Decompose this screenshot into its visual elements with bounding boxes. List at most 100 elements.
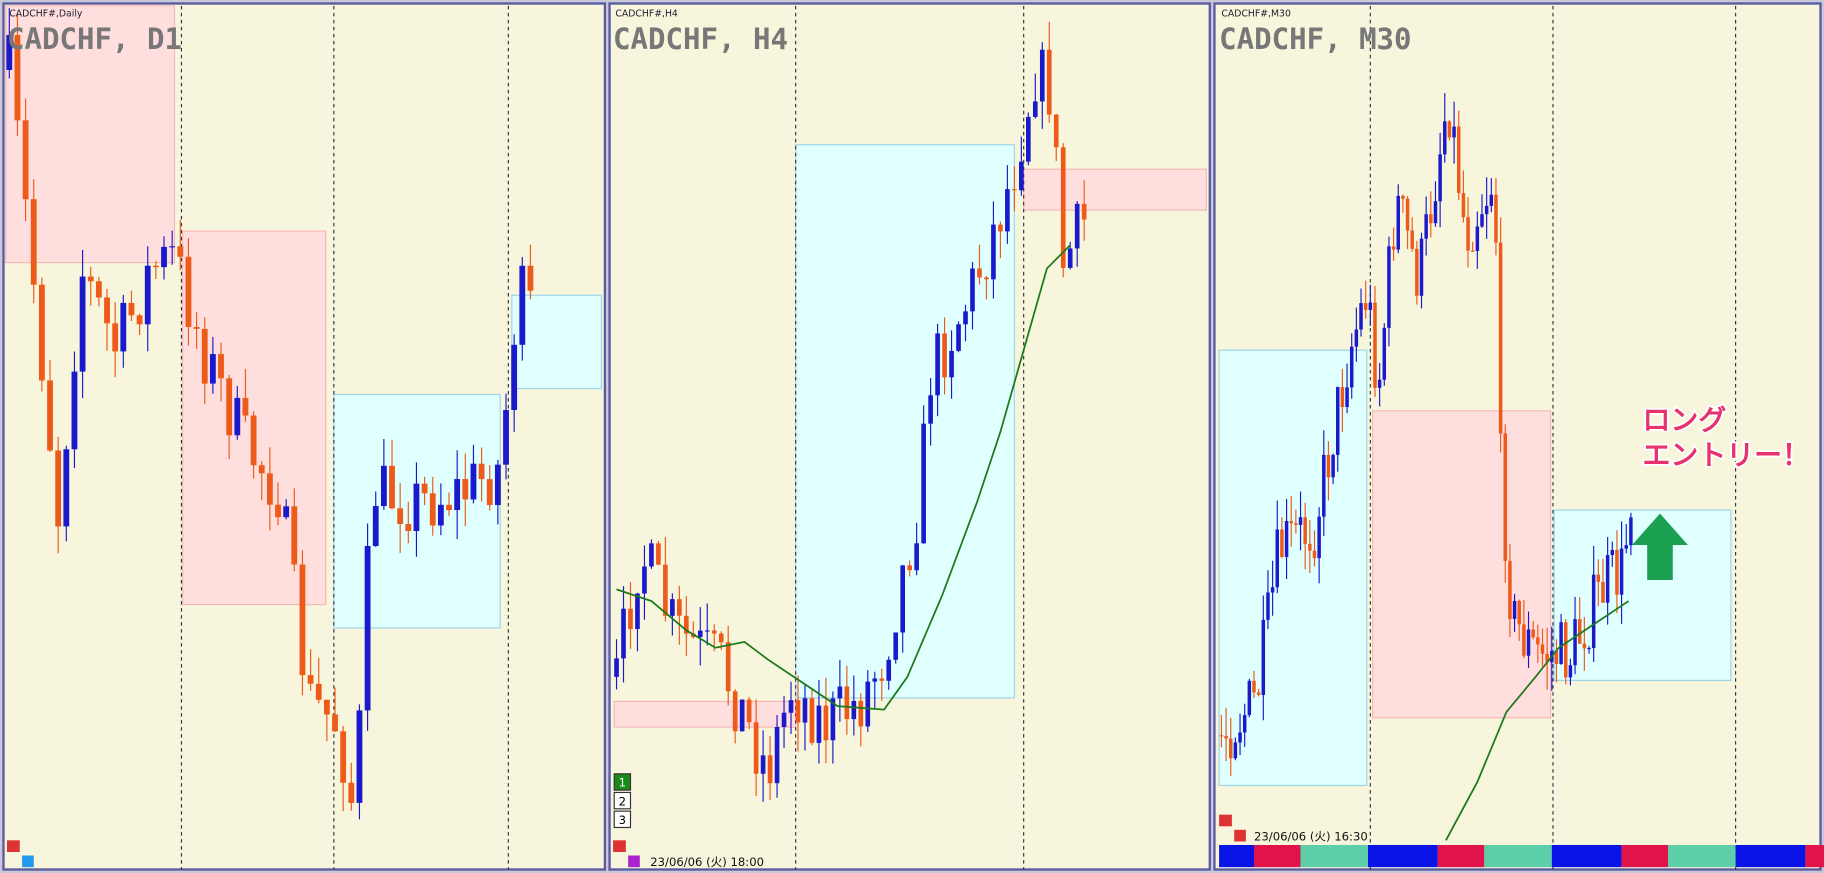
candle-body bbox=[628, 608, 633, 629]
candle-body bbox=[1531, 629, 1535, 638]
session-block bbox=[1254, 844, 1301, 868]
candle-body bbox=[1522, 624, 1526, 656]
candle-body bbox=[340, 731, 347, 783]
candle-body bbox=[1564, 622, 1568, 678]
candle-body bbox=[872, 678, 878, 682]
candle-body bbox=[1401, 195, 1405, 199]
candle-body bbox=[1466, 217, 1470, 251]
candle-body bbox=[970, 268, 975, 312]
candle-body bbox=[511, 344, 518, 411]
candle-body bbox=[1354, 329, 1359, 347]
candle-body bbox=[858, 700, 864, 727]
candle-body bbox=[1303, 517, 1307, 544]
candle-body bbox=[356, 710, 363, 803]
candle-body bbox=[942, 333, 947, 378]
chart-title: CADCHF, H4 bbox=[613, 22, 788, 56]
candle-body bbox=[1382, 327, 1387, 380]
candle-body bbox=[781, 712, 787, 727]
candle-body bbox=[1067, 248, 1073, 268]
window-controls[interactable] bbox=[6, 814, 1246, 868]
candle-body bbox=[1545, 653, 1549, 663]
candle-body bbox=[1224, 736, 1228, 739]
candle-body bbox=[1577, 619, 1582, 644]
candle-body bbox=[1363, 303, 1368, 310]
session-block bbox=[1551, 844, 1622, 868]
candle-body bbox=[928, 395, 933, 424]
candle-body bbox=[1443, 121, 1447, 155]
candle-body bbox=[1424, 214, 1428, 239]
candle-body bbox=[1261, 619, 1266, 695]
candle-body bbox=[372, 506, 379, 546]
candle-body bbox=[711, 630, 717, 634]
candle-body bbox=[1410, 230, 1414, 249]
session-block bbox=[1735, 844, 1806, 868]
candle-body bbox=[1387, 246, 1391, 328]
candle-body bbox=[1475, 226, 1480, 252]
candle-body bbox=[1284, 520, 1289, 557]
candle-body bbox=[71, 371, 78, 450]
candle-body bbox=[47, 380, 53, 451]
button-label[interactable]: 3 bbox=[619, 813, 626, 827]
candle-body bbox=[1233, 742, 1238, 759]
candle-body bbox=[907, 565, 912, 571]
candle-body bbox=[621, 608, 626, 659]
candle-body bbox=[1270, 587, 1275, 593]
candle-body bbox=[209, 354, 216, 384]
candle-body bbox=[886, 659, 892, 681]
button-label[interactable]: 2 bbox=[619, 794, 626, 808]
candle-body bbox=[136, 315, 143, 325]
candle-body bbox=[977, 268, 982, 278]
candle-body bbox=[470, 463, 477, 500]
candle-body bbox=[413, 483, 420, 532]
session-block bbox=[1621, 844, 1669, 868]
candle-body bbox=[14, 35, 21, 121]
candle-body bbox=[1289, 520, 1293, 524]
candle-body bbox=[1074, 203, 1080, 249]
chart-title: CADCHF, M30 bbox=[1219, 22, 1411, 56]
candle-body bbox=[234, 397, 241, 436]
session-block bbox=[1300, 844, 1368, 868]
candle-body bbox=[1312, 550, 1317, 559]
timeframe-buttons[interactable]: 1 2 3 bbox=[613, 773, 632, 829]
candle-body bbox=[767, 755, 773, 784]
session-bar bbox=[1219, 844, 1824, 868]
candle-body bbox=[1573, 619, 1577, 666]
candle-body bbox=[6, 35, 13, 71]
candle-body bbox=[152, 265, 159, 268]
candle-body bbox=[663, 564, 668, 616]
candle-body bbox=[307, 675, 314, 684]
candle-body bbox=[795, 700, 801, 723]
candle-body bbox=[1345, 387, 1349, 407]
candle-body bbox=[201, 328, 208, 384]
candle-body bbox=[1503, 433, 1508, 561]
candle-body bbox=[991, 224, 996, 280]
candle-body bbox=[1540, 644, 1545, 654]
candle-body bbox=[1359, 303, 1363, 330]
candle-body bbox=[718, 633, 724, 643]
candle-body bbox=[332, 714, 338, 732]
candle-body bbox=[1494, 194, 1498, 243]
candle-body bbox=[788, 700, 794, 713]
candle-body bbox=[283, 506, 290, 518]
button-label[interactable]: 1 bbox=[619, 776, 626, 790]
candle-body bbox=[1429, 214, 1433, 224]
candle-body bbox=[1433, 201, 1438, 224]
candle-body bbox=[1391, 246, 1396, 250]
candle-body bbox=[1480, 214, 1484, 227]
candle-body bbox=[774, 726, 780, 784]
candle-body bbox=[1256, 692, 1261, 695]
candle-body bbox=[1039, 49, 1045, 102]
candle-body bbox=[169, 246, 176, 248]
candle-body bbox=[1619, 548, 1624, 595]
candle-body bbox=[1331, 454, 1335, 478]
candle-body bbox=[486, 479, 493, 506]
candle-body bbox=[389, 465, 395, 509]
candle-body bbox=[1247, 680, 1252, 716]
candle-body bbox=[1452, 126, 1456, 138]
candle-body bbox=[1447, 121, 1452, 138]
candle-body bbox=[649, 543, 654, 567]
candle-body bbox=[266, 473, 273, 505]
candle-body bbox=[998, 224, 1003, 232]
candle-body bbox=[1275, 529, 1280, 588]
